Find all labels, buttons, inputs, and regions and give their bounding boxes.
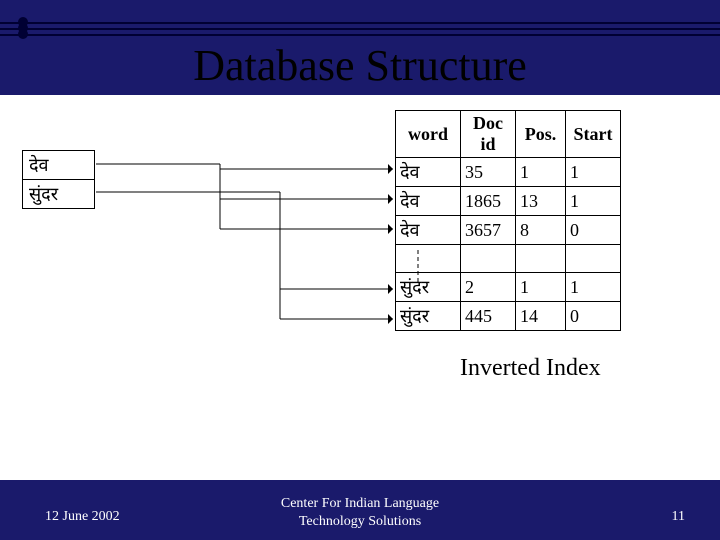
- word-cell: सुंदर: [23, 180, 95, 209]
- cell-start: 1: [566, 273, 621, 302]
- cell-start: 0: [566, 302, 621, 331]
- table-row: देव 35 1 1: [396, 158, 621, 187]
- footer-center-line1: Center For Indian Language: [281, 496, 439, 511]
- diagram-area: देव सुंदर word Doc id Pos. Start देव 35 …: [0, 100, 720, 480]
- table-row: देव 3657 8 0: [396, 216, 621, 245]
- col-word: word: [396, 111, 461, 158]
- word-list-table: देव सुंदर: [22, 150, 95, 209]
- cell-doc: 2: [461, 273, 516, 302]
- footer-page-number: 11: [672, 509, 685, 525]
- word-cell: देव: [23, 151, 95, 180]
- table-row: सुंदर 445 14 0: [396, 302, 621, 331]
- cell-word: [396, 245, 461, 273]
- cell-pos: 1: [516, 273, 566, 302]
- table-row: [396, 245, 621, 273]
- inverted-index-table: word Doc id Pos. Start देव 35 1 1 देव 18…: [395, 110, 621, 331]
- slide-title: Database Structure: [0, 40, 720, 91]
- cell-start: 1: [566, 187, 621, 216]
- footer-center: Center For Indian Language Technology So…: [0, 495, 720, 530]
- cell-doc: 3657: [461, 216, 516, 245]
- cell-word: देव: [396, 187, 461, 216]
- cell-doc: 35: [461, 158, 516, 187]
- cell-pos: 13: [516, 187, 566, 216]
- cell-pos: 8: [516, 216, 566, 245]
- cell-pos: [516, 245, 566, 273]
- cell-word: सुंदर: [396, 302, 461, 331]
- col-docid: Doc id: [461, 111, 516, 158]
- cell-doc: 445: [461, 302, 516, 331]
- cell-start: [566, 245, 621, 273]
- cell-doc: 1865: [461, 187, 516, 216]
- cell-word: देव: [396, 216, 461, 245]
- cell-pos: 14: [516, 302, 566, 331]
- cell-start: 0: [566, 216, 621, 245]
- cell-pos: 1: [516, 158, 566, 187]
- footer-center-line2: Technology Solutions: [299, 514, 421, 529]
- header-rule: [0, 22, 720, 24]
- footer-band: 12 June 2002 Center For Indian Language …: [0, 480, 720, 540]
- cell-doc: [461, 245, 516, 273]
- cell-start: 1: [566, 158, 621, 187]
- header-rule: [0, 28, 720, 30]
- header-rule: [0, 34, 720, 36]
- diagram-caption: Inverted Index: [460, 355, 601, 382]
- table-row: सुंदर 2 1 1: [396, 273, 621, 302]
- cell-word: देव: [396, 158, 461, 187]
- col-pos: Pos.: [516, 111, 566, 158]
- header-bullet: [18, 29, 28, 39]
- col-start: Start: [566, 111, 621, 158]
- table-header-row: word Doc id Pos. Start: [396, 111, 621, 158]
- cell-word: सुंदर: [396, 273, 461, 302]
- table-row: देव 1865 13 1: [396, 187, 621, 216]
